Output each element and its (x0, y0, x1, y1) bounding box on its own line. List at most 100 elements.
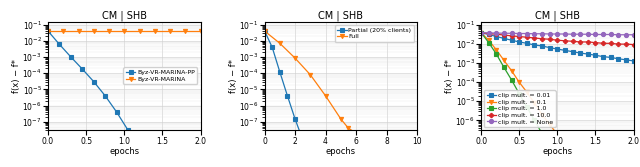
clip mult. = 10.0 (599, 42, 607, 44)
clip mult. = 10.0 (538, 38, 546, 40)
clip mult. = 1.0 (485, 42, 493, 44)
Partial (20% clients) (291, 118, 299, 120)
clip mult. = None (538, 33, 546, 35)
clip mult. = 0.01 (493, 36, 500, 38)
Y-axis label: f(x) − f*: f(x) − f* (12, 59, 21, 93)
clip mult. = 10.0 (493, 33, 500, 35)
clip mult. = 10.0 (569, 40, 577, 42)
Y-axis label: f(x) − f*: f(x) − f* (445, 59, 454, 93)
clip mult. = 0.01 (508, 39, 515, 41)
Line: clip mult. = 0.01: clip mult. = 0.01 (479, 31, 636, 63)
clip mult. = 0.1 (569, 152, 577, 154)
Byz-VR-MARINA-PP (90, 81, 97, 83)
clip mult. = 10.0 (591, 42, 599, 44)
X-axis label: epochs: epochs (542, 147, 572, 156)
clip mult. = 1.0 (500, 66, 508, 68)
Partial (20% clients) (284, 95, 291, 97)
clip mult. = 10.0 (500, 34, 508, 36)
Full (291, 57, 299, 59)
Legend: Byz-VR-MARINA-PP, Byz-VR-MARINA: Byz-VR-MARINA-PP, Byz-VR-MARINA (124, 67, 197, 85)
clip mult. = 10.0 (630, 44, 637, 46)
clip mult. = None (599, 34, 607, 36)
clip mult. = 1.0 (523, 106, 531, 108)
Line: Full: Full (262, 29, 358, 135)
Byz-VR-MARINA-PP (44, 30, 52, 32)
clip mult. = 0.1 (546, 124, 554, 126)
Line: Byz-VR-MARINA: Byz-VR-MARINA (46, 29, 203, 33)
clip mult. = 10.0 (508, 35, 515, 37)
clip mult. = 0.01 (584, 53, 592, 55)
clip mult. = None (546, 33, 554, 35)
clip mult. = 0.01 (622, 59, 630, 61)
Line: clip mult. = 10.0: clip mult. = 10.0 (479, 31, 636, 47)
Partial (20% clients) (268, 46, 276, 48)
Full (352, 132, 360, 134)
clip mult. = 0.1 (508, 70, 515, 72)
clip mult. = None (523, 33, 531, 35)
Line: Byz-VR-MARINA-PP: Byz-VR-MARINA-PP (46, 29, 141, 145)
clip mult. = 0.01 (500, 37, 508, 39)
clip mult. = 10.0 (577, 41, 584, 43)
Byz-VR-MARINA (60, 30, 67, 32)
Byz-VR-MARINA (136, 30, 143, 32)
Full (260, 30, 268, 32)
Title: CM | SHB: CM | SHB (318, 11, 364, 21)
Partial (20% clients) (276, 71, 284, 73)
clip mult. = 0.01 (523, 42, 531, 44)
Line: clip mult. = 1.0: clip mult. = 1.0 (479, 31, 636, 167)
clip mult. = None (493, 32, 500, 34)
clip mult. = 0.01 (538, 45, 546, 47)
clip mult. = 0.1 (531, 102, 538, 104)
clip mult. = None (531, 33, 538, 35)
Legend: clip mult. = 0.01, clip mult. = 0.1, clip mult. = 1.0, clip mult. = 10.0, clip m: clip mult. = 0.01, clip mult. = 0.1, cli… (484, 90, 556, 127)
Y-axis label: f(x) − f*: f(x) − f* (228, 59, 237, 93)
clip mult. = 0.01 (546, 47, 554, 49)
clip mult. = 0.01 (554, 48, 561, 50)
Line: Partial (20% clients): Partial (20% clients) (262, 29, 312, 149)
clip mult. = None (614, 34, 622, 36)
clip mult. = None (508, 32, 515, 34)
Partial (20% clients) (299, 139, 307, 141)
Byz-VR-MARINA (166, 30, 174, 32)
clip mult. = 10.0 (607, 42, 614, 44)
clip mult. = 0.01 (561, 49, 569, 51)
X-axis label: epochs: epochs (326, 147, 356, 156)
clip mult. = 0.01 (485, 34, 493, 36)
Legend: Partial (20% clients), Full: Partial (20% clients), Full (335, 25, 414, 42)
clip mult. = 1.0 (477, 32, 485, 34)
clip mult. = 1.0 (538, 133, 546, 135)
Byz-VR-MARINA-PP (56, 43, 63, 45)
Partial (20% clients) (260, 30, 268, 32)
Byz-VR-MARINA (44, 30, 52, 32)
Byz-VR-MARINA (196, 30, 204, 32)
Partial (20% clients) (307, 145, 314, 147)
clip mult. = 0.01 (515, 41, 523, 43)
clip mult. = 1.0 (531, 119, 538, 121)
clip mult. = 0.1 (493, 49, 500, 51)
clip mult. = 10.0 (546, 38, 554, 40)
Byz-VR-MARINA (105, 30, 113, 32)
clip mult. = 1.0 (493, 53, 500, 55)
clip mult. = 10.0 (622, 43, 630, 45)
clip mult. = 10.0 (485, 33, 493, 35)
clip mult. = None (477, 32, 485, 34)
clip mult. = 0.1 (485, 39, 493, 41)
Byz-VR-MARINA (181, 30, 189, 32)
clip mult. = 10.0 (614, 43, 622, 45)
clip mult. = 10.0 (523, 36, 531, 38)
clip mult. = None (630, 34, 637, 36)
Title: CM | SHB: CM | SHB (102, 11, 147, 21)
clip mult. = 1.0 (508, 79, 515, 81)
clip mult. = None (569, 33, 577, 35)
clip mult. = 10.0 (554, 39, 561, 41)
Byz-VR-MARINA (151, 30, 159, 32)
clip mult. = None (622, 34, 630, 36)
clip mult. = 10.0 (515, 36, 523, 38)
Full (307, 74, 314, 76)
Byz-VR-MARINA-PP (79, 68, 86, 70)
clip mult. = 10.0 (531, 37, 538, 39)
clip mult. = 0.01 (607, 56, 614, 58)
clip mult. = None (607, 34, 614, 36)
clip mult. = None (485, 32, 493, 34)
clip mult. = None (515, 33, 523, 35)
